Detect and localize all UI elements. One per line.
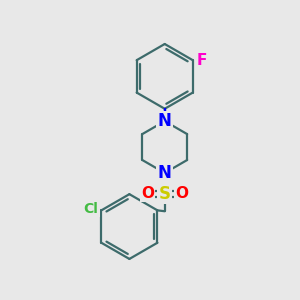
Text: N: N bbox=[158, 164, 172, 182]
Text: S: S bbox=[159, 184, 171, 202]
Text: N: N bbox=[158, 112, 172, 130]
Text: O: O bbox=[141, 186, 154, 201]
Text: O: O bbox=[175, 186, 188, 201]
Text: F: F bbox=[196, 53, 207, 68]
Text: Cl: Cl bbox=[84, 202, 98, 216]
Text: N: N bbox=[158, 112, 172, 130]
